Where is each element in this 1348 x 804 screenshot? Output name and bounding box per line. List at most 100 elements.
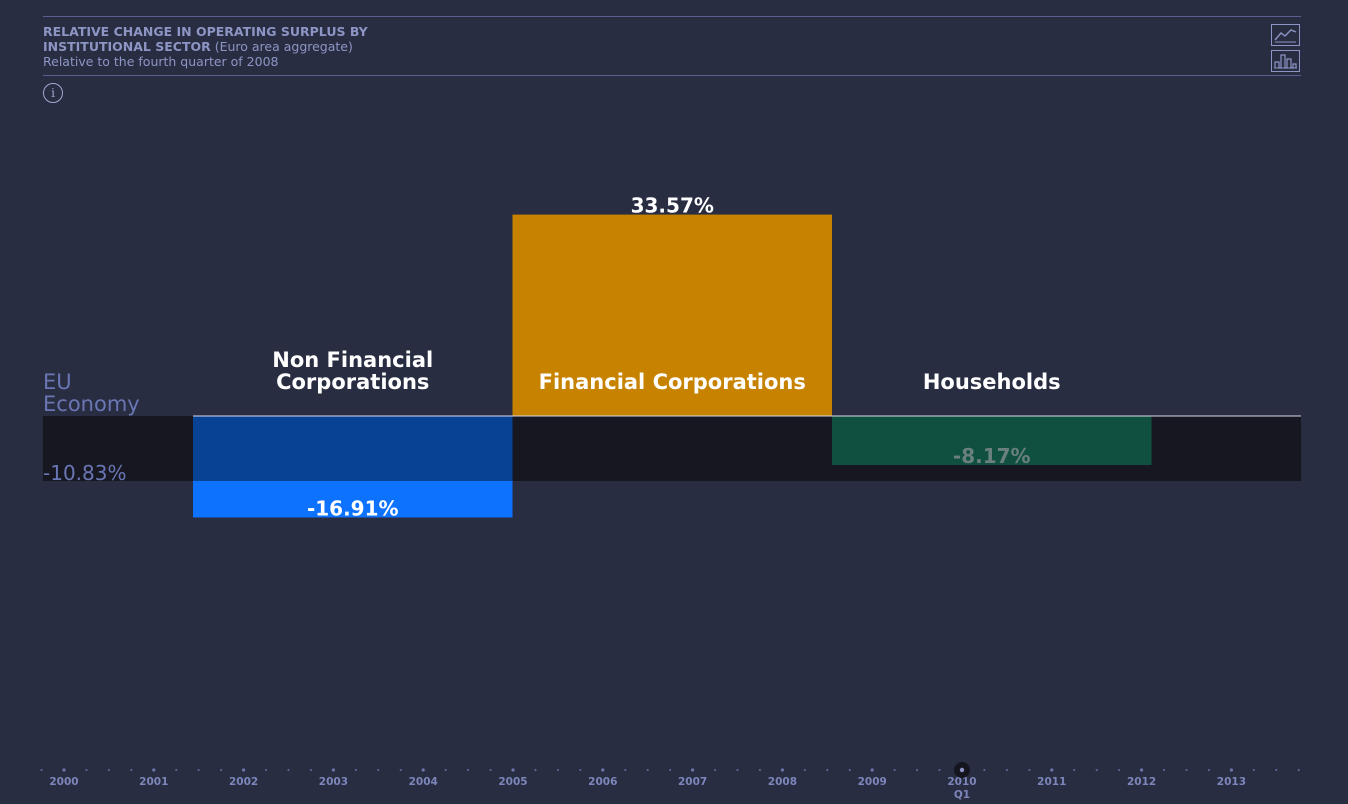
timeline-year-label[interactable]: 2011 xyxy=(1037,776,1066,788)
timeline-year-dot[interactable] xyxy=(1140,768,1144,772)
line-chart-icon xyxy=(1274,29,1297,43)
bar-view-button[interactable] xyxy=(1271,50,1300,72)
timeline-quarter-dot[interactable] xyxy=(826,768,829,772)
timeline-year-label[interactable]: 2002 xyxy=(229,776,258,788)
timeline-quarter-dot[interactable] xyxy=(803,768,806,772)
category-label-non-financial-corporations: Non Financial xyxy=(272,348,433,372)
timeline-year-dot[interactable] xyxy=(691,768,695,772)
timeline-quarter-dot[interactable] xyxy=(916,768,919,772)
category-label-non-financial-corporations: Corporations xyxy=(276,370,429,394)
timeline-quarter-dot[interactable] xyxy=(848,768,851,772)
timeline-quarter-dot[interactable] xyxy=(1207,768,1211,772)
chart-subtitle: Relative to the fourth quarter of 2008 xyxy=(43,54,279,69)
timeline-quarter-dot[interactable] xyxy=(1297,768,1300,772)
timeline-quarter-dot[interactable] xyxy=(1095,768,1098,772)
timeline-quarter-dot[interactable] xyxy=(489,768,492,772)
timeline-year-dot[interactable] xyxy=(331,768,335,772)
timeline-quarter-dot[interactable] xyxy=(444,768,447,772)
timeline-quarter-dot[interactable] xyxy=(377,768,380,772)
line-view-button[interactable] xyxy=(1271,24,1300,46)
timeline-quarter-dot[interactable] xyxy=(220,768,223,772)
timeline-quarter-dot[interactable] xyxy=(399,768,402,772)
value-label-households: -8.17% xyxy=(953,444,1031,468)
timeline-year-label[interactable]: 2004 xyxy=(409,776,438,788)
timeline-quarter-dot[interactable] xyxy=(107,768,110,772)
bar-overlap-shade-non-financial-corporations xyxy=(193,416,513,481)
timeline-quarter-dot[interactable] xyxy=(1073,768,1076,772)
timeline-year-label[interactable]: 2012 xyxy=(1127,776,1156,788)
timeline-year-label[interactable]: 2005 xyxy=(498,776,527,788)
eu-economy-label: EU xyxy=(43,370,72,394)
timeline-quarter-dot[interactable] xyxy=(534,768,537,772)
timeline-quarter-dot[interactable] xyxy=(309,768,313,772)
category-label-households: Households xyxy=(923,370,1061,394)
bar-overlap-shade-households xyxy=(832,416,1152,466)
header-bottom-rule xyxy=(43,75,1301,76)
timeline-quarter-dot[interactable] xyxy=(85,768,88,772)
timeline-year-dot[interactable] xyxy=(152,768,156,772)
timeline-year-label[interactable]: 2000 xyxy=(49,776,78,788)
timeline-year-dot[interactable] xyxy=(242,768,246,772)
timeline-quarter-dot[interactable] xyxy=(467,768,470,772)
category-label-financial-corporations: Financial Corporations xyxy=(539,370,806,394)
timeline-year-label[interactable]: 2008 xyxy=(768,776,797,788)
timeline-quarter-dot[interactable] xyxy=(1005,768,1009,772)
timeline-year-label[interactable]: 2009 xyxy=(858,776,887,788)
timeline-quarter-dot[interactable] xyxy=(713,768,717,772)
bar-financial-corporations[interactable] xyxy=(512,214,833,416)
timeline-quarter-dot[interactable] xyxy=(736,768,739,772)
chart-title: RELATIVE CHANGE IN OPERATING SURPLUS BY … xyxy=(43,24,743,69)
title-line-2: INSTITUTIONAL SECTOR (Euro area aggregat… xyxy=(43,39,743,54)
eu-economy-label: Economy xyxy=(43,392,140,416)
timeline-quarter-dot[interactable] xyxy=(175,768,178,772)
timeline-selected-dot[interactable] xyxy=(959,767,965,773)
timeline-quarter-dot[interactable] xyxy=(624,768,627,772)
eu-economy-value: -10.83% xyxy=(43,461,126,485)
timeline-quarter-dot[interactable] xyxy=(1118,768,1121,772)
timeline-quarter-dot[interactable] xyxy=(556,768,560,772)
timeline-year-dot[interactable] xyxy=(601,768,605,772)
timeline-year-dot[interactable] xyxy=(870,768,874,772)
timeline-year-label[interactable]: 2007 xyxy=(678,776,707,788)
bar-non-financial-corporations[interactable] xyxy=(193,416,513,518)
header-top-rule xyxy=(43,16,1301,17)
timeline-quarter-dot[interactable] xyxy=(1162,768,1166,772)
timeline-quarter-dot[interactable] xyxy=(938,768,941,772)
timeline-quarter-dot[interactable] xyxy=(758,768,762,772)
title-line-2-suffix: (Euro area aggregate) xyxy=(210,39,353,54)
title-line-1: RELATIVE CHANGE IN OPERATING SURPLUS BY xyxy=(43,24,368,39)
timeline-quarter-dot[interactable] xyxy=(197,768,200,772)
timeline-quarter-dot[interactable] xyxy=(1275,768,1278,772)
timeline-quarter-dot[interactable] xyxy=(669,768,672,772)
timeline-quarter-dot[interactable] xyxy=(646,768,649,772)
timeline-year-label[interactable]: 2001 xyxy=(139,776,168,788)
timeline-quarter-dot[interactable] xyxy=(130,768,133,772)
timeline-quarter-dot[interactable] xyxy=(264,768,268,772)
timeline-quarter-dot[interactable] xyxy=(893,768,896,772)
timeline-selected-quarter: Q1 xyxy=(954,789,970,801)
timeline-year-label[interactable]: 2006 xyxy=(588,776,617,788)
timeline-quarter-dot[interactable] xyxy=(1185,768,1188,772)
timeline-year-dot[interactable] xyxy=(1050,768,1054,772)
timeline-year-dot[interactable] xyxy=(62,768,66,772)
bar-chart-icon xyxy=(1274,54,1297,69)
timeline-quarter-dot[interactable] xyxy=(287,768,290,772)
title-line-2-main: INSTITUTIONAL SECTOR xyxy=(43,39,211,54)
timeline-year-dot[interactable] xyxy=(1229,768,1233,772)
timeline-quarter-dot[interactable] xyxy=(354,768,357,772)
value-label-non-financial-corporations: -16.91% xyxy=(307,496,399,520)
timeline-quarter-dot[interactable] xyxy=(40,768,43,772)
timeline-quarter-dot[interactable] xyxy=(579,768,582,772)
timeline-year-label[interactable]: 2010 xyxy=(947,776,976,788)
timeline-year-dot[interactable] xyxy=(421,768,425,772)
timeline-quarter-dot[interactable] xyxy=(983,768,986,772)
timeline-quarter-dot[interactable] xyxy=(1252,768,1255,772)
timeline-year-dot[interactable] xyxy=(511,768,515,772)
timeline-year-label[interactable]: 2003 xyxy=(319,776,348,788)
timeline-quarter-dot[interactable] xyxy=(1028,768,1031,772)
timeline-year-label[interactable]: 2013 xyxy=(1217,776,1246,788)
timeline-year-dot[interactable] xyxy=(780,768,785,772)
bar-households[interactable] xyxy=(832,416,1152,466)
info-icon[interactable]: i xyxy=(43,83,63,103)
